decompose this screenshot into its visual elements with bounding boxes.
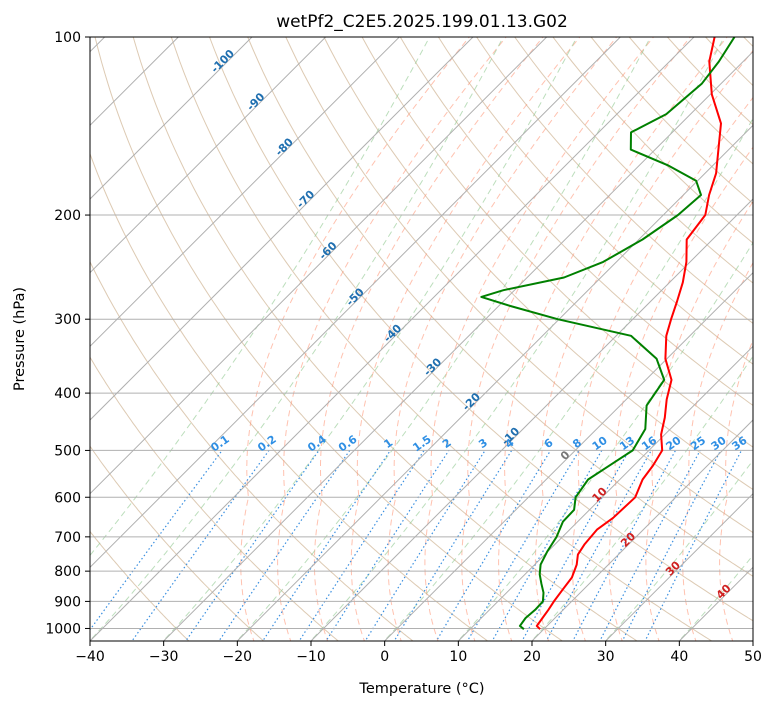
isotherm-line — [90, 37, 621, 569]
dewpoint-profile-line — [480, 37, 736, 630]
x-tick-label: 10 — [449, 649, 467, 665]
dry-adiabat-line — [285, 37, 753, 534]
reference-curve — [309, 37, 725, 641]
profile-series — [480, 37, 736, 630]
reference-curve — [530, 355, 753, 641]
isotherm-line — [236, 124, 753, 641]
y-tick-label: 700 — [54, 530, 81, 546]
y-tick-label: 200 — [54, 208, 81, 224]
y-tick-label: 800 — [54, 564, 81, 580]
dry-adiabat-line — [94, 37, 564, 641]
isotherm-line — [605, 492, 753, 641]
isotherm-line — [457, 345, 753, 641]
y-tick-label: 500 — [54, 443, 81, 459]
moist-adiabat-line — [350, 37, 581, 641]
dry-adiabat-line — [90, 530, 190, 641]
x-tick-label: −30 — [149, 649, 179, 665]
isotherm-line — [163, 50, 753, 641]
plot-frame — [89, 36, 754, 642]
dry-adiabat-line — [208, 37, 753, 622]
y-tick-label: 1000 — [45, 621, 81, 637]
reference-curve — [604, 459, 753, 641]
x-tick-label: −10 — [296, 649, 326, 665]
x-tick-label: 0 — [380, 649, 389, 665]
chart-title: wetPf2_C2E5.2025.199.01.13.G02 — [276, 12, 568, 32]
y-axis: 1000 900 800 700 600 500 400 300 200 100 — [45, 30, 90, 637]
moist-adiabat-line — [645, 200, 753, 641]
isotherm-line — [384, 271, 753, 641]
x-tick-label: −20 — [223, 649, 253, 665]
dry-adiabat-line — [90, 445, 265, 641]
dry-adiabat-line — [90, 260, 414, 641]
grid — [90, 37, 753, 641]
x-axis: −40 −30 −20 −10 0 10 20 30 40 50 — [75, 641, 762, 665]
y-tick-label: 900 — [54, 594, 81, 610]
isotherm-line — [90, 37, 548, 495]
dry-adiabat-line — [170, 37, 713, 641]
x-tick-label: 40 — [670, 649, 688, 665]
reference-curve — [383, 117, 753, 641]
x-tick-label: 30 — [597, 649, 615, 665]
moist-adiabat-line — [719, 338, 753, 641]
moist-adiabat-line — [498, 37, 728, 641]
y-tick-label: 600 — [54, 490, 81, 506]
dry-adiabat-line — [437, 37, 753, 365]
dry-adiabat-line — [323, 37, 753, 491]
isotherm-line — [90, 37, 253, 200]
reference-curve — [457, 241, 753, 641]
reference-curve — [162, 37, 578, 641]
reference-curve — [90, 37, 431, 557]
dry-adiabat-line — [399, 37, 753, 407]
temperature-profile-line — [535, 37, 722, 630]
y-tick-label: 100 — [54, 30, 81, 46]
reference-curve — [236, 37, 652, 641]
isotherm-line — [90, 37, 474, 421]
x-tick-label: 50 — [744, 649, 762, 665]
dry-adiabat-line — [361, 37, 753, 448]
y-tick-label: 300 — [54, 312, 81, 328]
x-tick-label: −40 — [75, 649, 105, 665]
isotherm-line — [90, 37, 327, 274]
moist-adiabat-line — [424, 37, 655, 641]
y-tick-label: 400 — [54, 386, 81, 402]
dry-adiabat-line — [132, 37, 638, 641]
isotherm-line — [90, 37, 695, 641]
y-axis-label: Pressure (hPa) — [12, 287, 28, 391]
moist-adiabat-line — [571, 96, 753, 641]
moist-adiabat-line — [277, 37, 507, 641]
x-axis-label: Temperature (°C) — [358, 681, 484, 697]
isotherm-line — [90, 37, 400, 348]
reference-curve — [90, 37, 504, 641]
isotherm-line — [531, 419, 753, 641]
dry-adiabat-line — [90, 356, 340, 641]
x-tick-label: 20 — [523, 649, 541, 665]
isotherm-line — [310, 198, 753, 641]
